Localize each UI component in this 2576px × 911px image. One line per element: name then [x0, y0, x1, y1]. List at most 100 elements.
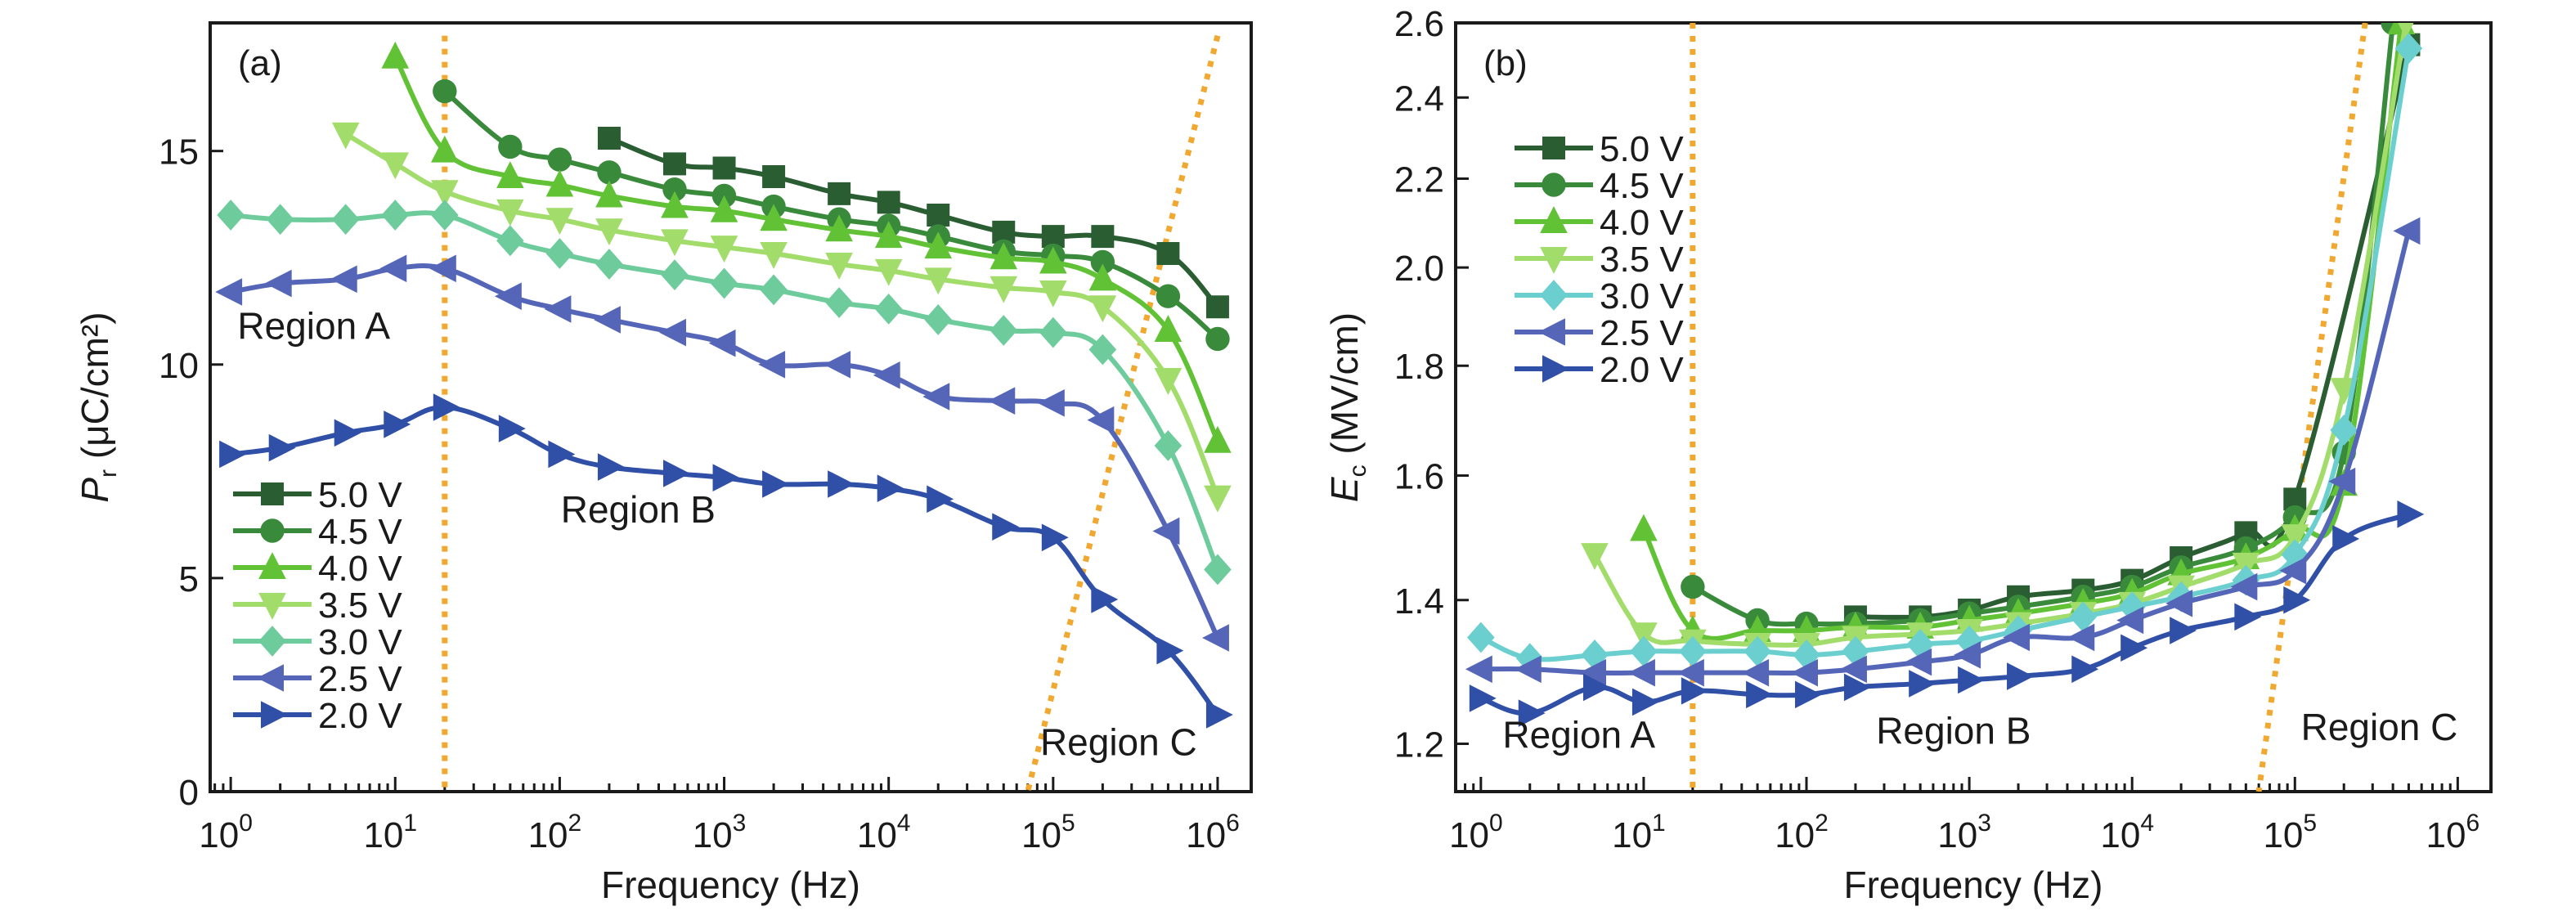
legend-label: 5.0 V	[318, 475, 402, 515]
legend-item: 2.0 V	[233, 696, 402, 736]
data-point	[1791, 658, 1819, 687]
data-point	[1793, 639, 1820, 671]
series-line	[1591, 23, 2408, 648]
data-point	[2398, 23, 2414, 38]
data-point	[1679, 635, 1707, 667]
data-point	[215, 278, 243, 306]
data-point	[662, 460, 690, 487]
data-point	[2279, 556, 2307, 585]
data-point	[662, 152, 686, 176]
x-tick-label: 106	[1186, 810, 1240, 855]
guide-lines	[442, 34, 1221, 792]
legend-marker	[1540, 247, 1568, 274]
data-point	[595, 180, 623, 208]
legend-item: 3.0 V	[1515, 276, 1684, 316]
legend-item: 5.0 V	[233, 475, 402, 515]
legend-item: 2.5 V	[1515, 313, 1684, 353]
data-point	[661, 259, 689, 291]
x-tick-exponent: 6	[1226, 810, 1240, 837]
data-point	[1514, 655, 1542, 684]
y-tick-label: 1.6	[1394, 457, 1444, 497]
data-point	[990, 276, 1018, 303]
y-axis-symbol: P	[74, 478, 116, 503]
x-tick-exponent: 0	[1489, 810, 1503, 837]
legend-marker	[258, 593, 286, 620]
data-point	[1905, 648, 1932, 676]
data-point	[1088, 263, 1117, 291]
legend-item: 3.0 V	[233, 622, 402, 662]
data-point	[1154, 430, 1183, 461]
legend-item: 2.5 V	[233, 659, 402, 699]
legend-label: 3.5 V	[1600, 240, 1684, 280]
legend-marker	[260, 518, 285, 543]
y-axis-unit: (μC/cm²)	[74, 312, 116, 469]
legend-label: 3.0 V	[318, 622, 402, 662]
data-point	[594, 306, 621, 334]
legend-marker	[257, 664, 284, 692]
data-point	[433, 79, 457, 104]
x-tick-label: 105	[2263, 810, 2317, 855]
data-point	[1037, 388, 1065, 417]
data-point	[1091, 586, 1119, 613]
data-point	[927, 485, 954, 514]
region-label: Region C	[2301, 706, 2458, 748]
data-point	[545, 238, 574, 269]
data-point	[661, 191, 689, 218]
data-point	[1840, 655, 1867, 684]
x-axis-title: Frequency (Hz)	[601, 864, 860, 906]
data-point	[2069, 601, 2098, 633]
data-point	[1581, 543, 1609, 571]
x-tick-base: 10	[1449, 815, 1489, 855]
x-tick-base: 10	[1937, 815, 1977, 855]
panel-b: 100 101 102 103 104 105 1061.21.41.61.82.02.22…	[1323, 4, 2493, 906]
data-point	[762, 470, 789, 498]
legend-label: 3.0 V	[1600, 276, 1684, 316]
x-tick-exponent: 4	[897, 810, 911, 837]
data-point	[597, 127, 621, 150]
data-point	[1681, 574, 1705, 599]
legend-label: 4.0 V	[318, 549, 402, 589]
data-point	[2071, 655, 2099, 684]
x-tick-exponent: 0	[239, 810, 253, 837]
x-tick-base: 10	[199, 815, 239, 855]
data-point	[762, 165, 786, 188]
data-point	[384, 411, 411, 438]
data-point	[1630, 514, 1658, 541]
data-point	[2283, 487, 2307, 511]
data-point	[988, 387, 1016, 415]
x-tick-label: 104	[2100, 810, 2154, 855]
x-tick-exponent: 5	[1061, 810, 1075, 837]
y-tick-label: 2.4	[1394, 79, 1444, 119]
data-point	[828, 182, 851, 205]
data-point	[2397, 500, 2425, 528]
data-point	[545, 169, 574, 197]
data-point	[1582, 673, 1610, 702]
data-point	[494, 282, 522, 311]
data-point	[2387, 23, 2416, 34]
data-point	[597, 160, 622, 185]
data-point	[1202, 624, 1229, 652]
x-tick-exponent: 2	[1815, 810, 1829, 837]
data-point	[2283, 586, 2311, 614]
data-point	[712, 464, 740, 491]
y-tick-label: 2.0	[1394, 249, 1444, 289]
data-point	[1842, 635, 1869, 667]
data-point	[877, 474, 904, 503]
legend-marker	[1542, 137, 1565, 159]
data-point	[1681, 677, 1708, 705]
plot-frame	[1454, 21, 2493, 793]
data-point	[498, 134, 523, 159]
data-point	[334, 419, 361, 447]
x-tick-base: 10	[1021, 815, 1061, 855]
data-point	[496, 161, 524, 188]
data-point	[1090, 249, 1115, 275]
region-label: Region A	[237, 304, 390, 347]
data-point	[1746, 680, 1773, 709]
data-point	[381, 200, 410, 231]
legend-label: 4.5 V	[318, 512, 402, 552]
x-tick-label: 100	[1449, 810, 1503, 855]
x-tick-exponent: 3	[733, 810, 747, 837]
legend-label: 2.5 V	[1600, 313, 1684, 353]
data-point	[2007, 662, 2034, 690]
data-point	[1154, 315, 1183, 342]
